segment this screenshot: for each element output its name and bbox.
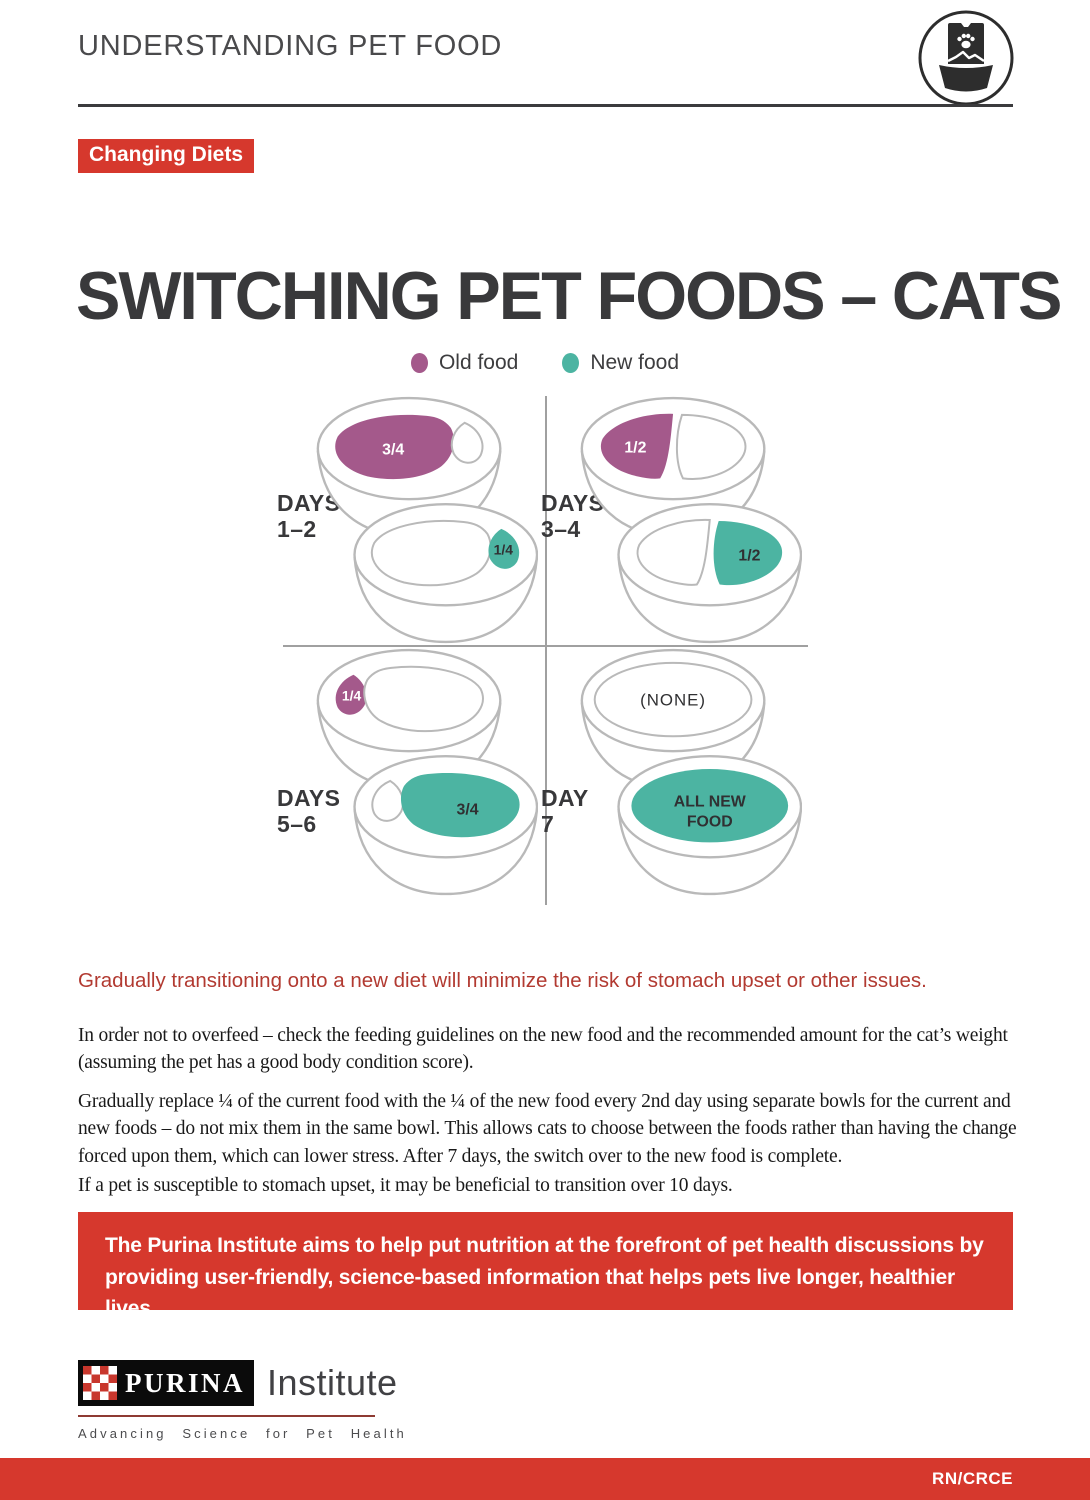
svg-text:ALL NEW: ALL NEW <box>674 794 746 811</box>
legend-item-old-food: Old food <box>410 351 519 375</box>
quadrant-label: DAYS 5–6 <box>277 785 341 837</box>
old-food-bowl: 3/4 <box>316 396 502 538</box>
body-paragraph-1: In order not to overfeed – check the fee… <box>78 1024 1008 1074</box>
body-paragraph-3: If a pet is susceptible to stomach upset… <box>78 1174 733 1196</box>
svg-text:1/4: 1/4 <box>494 542 514 558</box>
transition-diagram: DAYS 1–2 3/4 1/4 D <box>277 396 809 905</box>
mission-banner-line1: The Purina Institute aims to help put nu… <box>105 1234 984 1257</box>
logo-tagline: Advancing Science for Pet Health <box>78 1426 407 1441</box>
purina-checkerboard-icon <box>83 1366 117 1400</box>
section-badge: Changing Diets <box>78 139 255 173</box>
purina-logo-box: PURINA <box>78 1360 254 1406</box>
quadrant-day-7: DAY 7 (NONE) ALL NEW FOOD <box>541 648 809 905</box>
page-header-title: UNDERSTANDING PET FOOD <box>78 30 503 62</box>
diagram-horizontal-divider <box>283 645 808 647</box>
mission-banner-line2: providing user-friendly, science-based i… <box>105 1265 955 1321</box>
footer-code: RN/CRCE <box>932 1469 1013 1488</box>
quadrant-days-3-4: DAYS 3–4 1/2 1/2 <box>541 396 809 645</box>
main-title: SWITCHING PET FOODS – CATS <box>76 257 1062 334</box>
new-food-bowl: 1/2 <box>617 502 802 644</box>
bowls-illustration: (NONE) ALL NEW FOOD <box>580 648 802 896</box>
old-food-dot-icon <box>410 353 428 373</box>
bowls-illustration: 3/4 1/4 <box>316 396 538 644</box>
svg-text:1/2: 1/2 <box>624 440 646 457</box>
svg-text:1/2: 1/2 <box>738 548 760 565</box>
legend-item-new-food: New food <box>562 351 679 375</box>
purina-institute-logo: PURINA Institute Advancing Science for P… <box>78 1360 407 1441</box>
old-food-bowl-empty: (NONE) <box>580 648 766 790</box>
svg-text:(NONE): (NONE) <box>640 691 706 710</box>
mission-banner: The Purina Institute aims to help put nu… <box>78 1212 1013 1320</box>
new-food-bowl: 3/4 <box>353 754 538 896</box>
old-food-bowl: 1/4 <box>316 648 502 790</box>
header-rule <box>78 104 1013 107</box>
quadrant-days-5-6: DAYS 5–6 1/4 3/4 <box>277 648 545 905</box>
bowls-illustration: 1/4 3/4 <box>316 648 538 896</box>
old-food-bowl: 1/2 <box>580 396 766 538</box>
legend: Old food New food <box>0 351 1090 375</box>
svg-text:FOOD: FOOD <box>687 814 733 831</box>
legend-old-label: Old food <box>438 351 519 374</box>
highlight-note: Gradually transitioning onto a new diet … <box>78 968 927 992</box>
institute-wordmark: Institute <box>267 1362 398 1403</box>
footer-bar: RN/CRCE <box>0 1458 1090 1500</box>
body-paragraph-2: Gradually replace ¼ of the current food … <box>78 1090 1017 1167</box>
diagram-vertical-divider <box>545 396 547 905</box>
legend-new-label: New food <box>590 351 680 374</box>
logo-rule <box>78 1415 375 1417</box>
svg-text:3/4: 3/4 <box>382 442 404 459</box>
new-food-bowl: 1/4 <box>353 502 538 644</box>
svg-text:3/4: 3/4 <box>457 802 479 819</box>
kibble-bag-bowl-icon <box>916 8 1016 108</box>
quadrant-days-1-2: DAYS 1–2 3/4 1/4 <box>277 396 545 645</box>
new-food-bowl-full: ALL NEW FOOD <box>617 754 802 896</box>
svg-text:1/4: 1/4 <box>342 688 362 704</box>
bowls-illustration: 1/2 1/2 <box>580 396 802 644</box>
quadrant-label: DAY 7 <box>541 785 589 837</box>
purina-wordmark: PURINA <box>125 1367 245 1398</box>
new-food-dot-icon <box>562 353 580 373</box>
